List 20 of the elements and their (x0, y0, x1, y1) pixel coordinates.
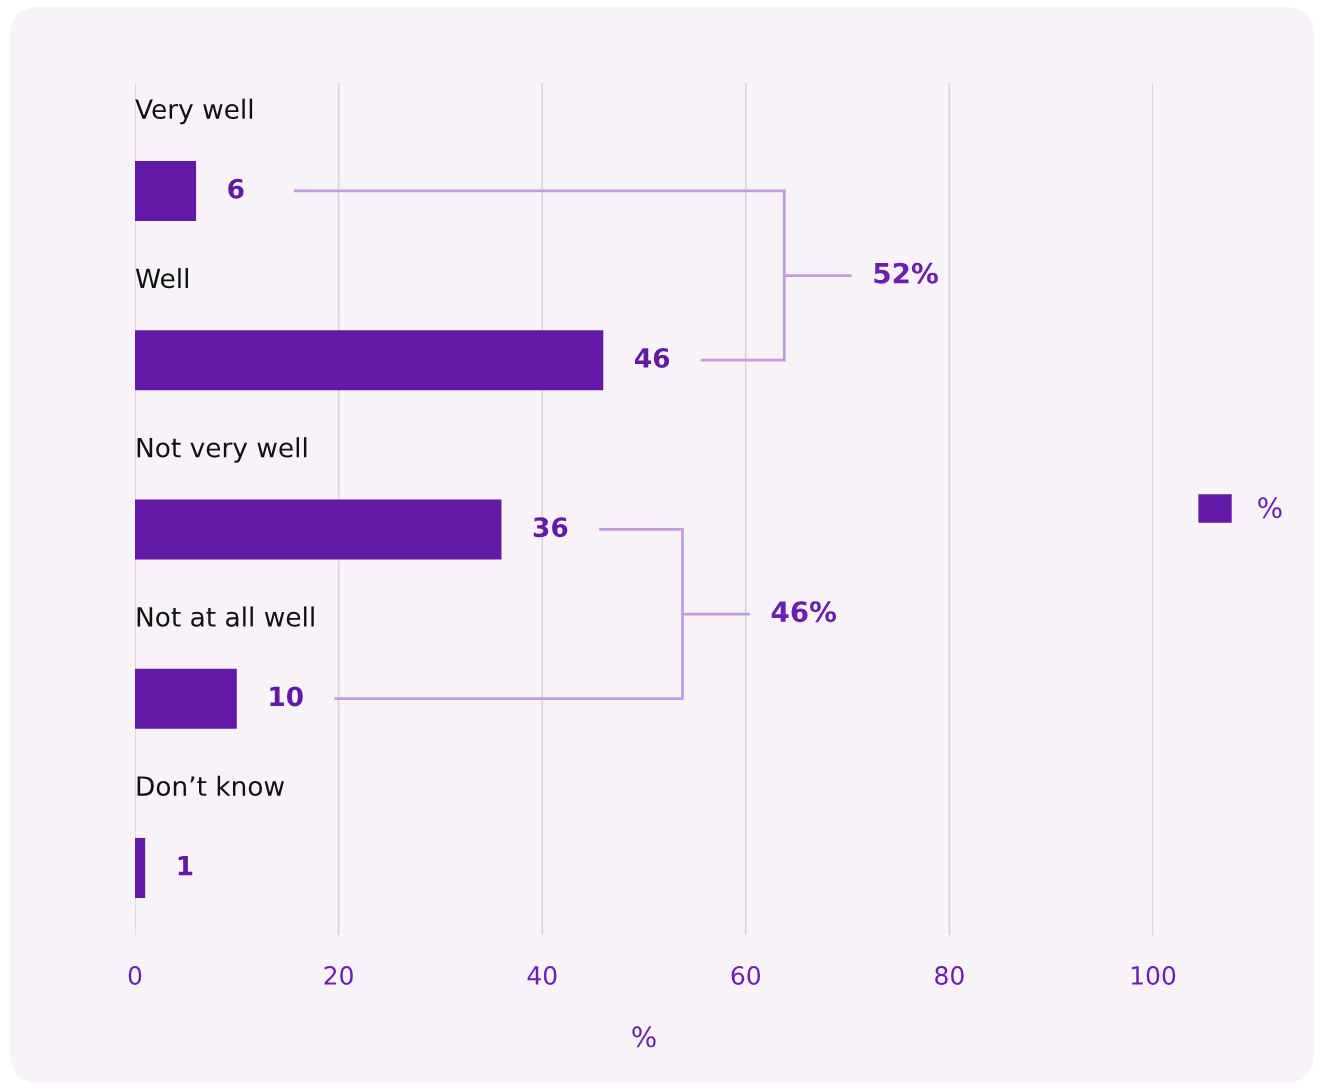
x-tick-label: 0 (128, 966, 142, 985)
y-tick-label: Very well (135, 98, 253, 125)
data-label: 46 (635, 347, 670, 368)
legend-label: % (1258, 497, 1282, 519)
y-tick-label: Not very well (137, 437, 307, 463)
annotation: 46% (771, 601, 837, 623)
x-tick-label: 100 (1131, 966, 1176, 985)
data-label: 36 (533, 517, 568, 538)
data-label: 10 (270, 686, 303, 707)
x-tick-label: 40 (527, 966, 557, 985)
y-tick-label: Well (135, 267, 188, 289)
y-tick-label: Not at all well (137, 606, 314, 627)
data-label: 6 (228, 178, 244, 199)
annotation: 52% (874, 262, 938, 284)
x-tick-label: 80 (935, 966, 964, 985)
x-axis-title: % (632, 1026, 656, 1048)
data-label: 1 (178, 856, 193, 876)
y-tick-label: Don’t know (137, 775, 284, 797)
x-tick-label: 20 (324, 966, 353, 985)
x-tick-label: 60 (731, 966, 761, 985)
